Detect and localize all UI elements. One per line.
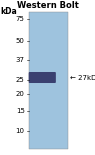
Text: 10: 10 xyxy=(16,128,25,134)
Text: 15: 15 xyxy=(16,108,25,114)
Text: 25: 25 xyxy=(16,77,25,83)
Text: kDa: kDa xyxy=(0,7,17,16)
Text: 37: 37 xyxy=(16,57,25,63)
Text: 75: 75 xyxy=(16,16,25,22)
Bar xyxy=(28,12,68,149)
Text: 20: 20 xyxy=(16,91,25,97)
Text: 50: 50 xyxy=(16,38,25,44)
Text: Western Bolt: Western Bolt xyxy=(17,1,78,10)
FancyBboxPatch shape xyxy=(29,72,56,83)
Text: ← 27kDa: ← 27kDa xyxy=(70,75,95,80)
